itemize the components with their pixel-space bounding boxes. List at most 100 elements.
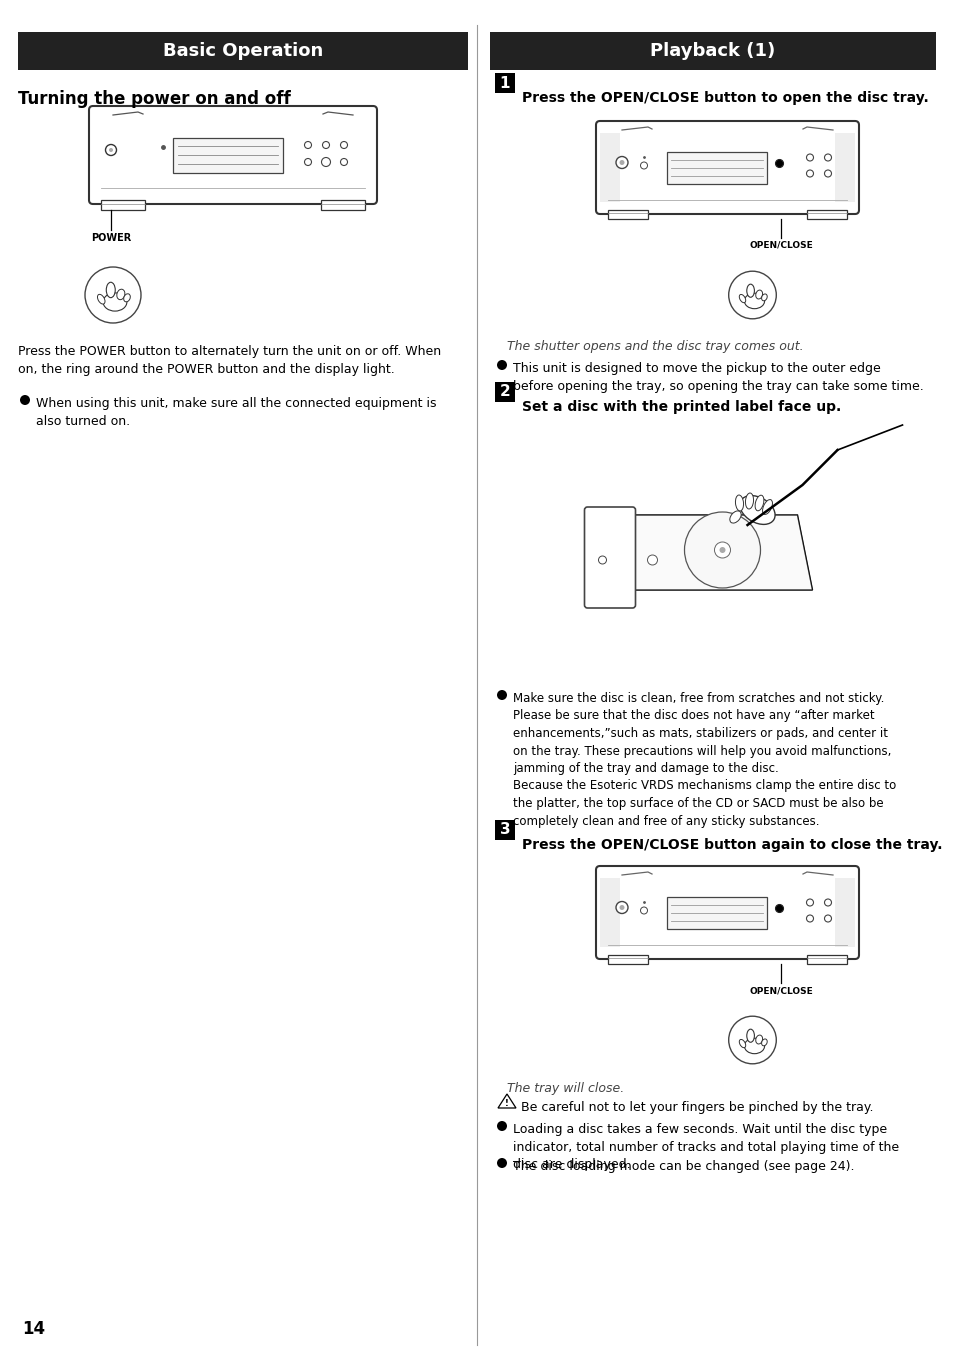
Ellipse shape xyxy=(755,290,761,298)
Text: Playback (1): Playback (1) xyxy=(650,42,775,59)
Ellipse shape xyxy=(743,1038,763,1054)
Circle shape xyxy=(719,547,724,553)
Polygon shape xyxy=(617,514,812,590)
Bar xyxy=(495,382,515,402)
Text: Basic Operation: Basic Operation xyxy=(163,42,323,59)
Ellipse shape xyxy=(729,510,740,522)
Circle shape xyxy=(179,148,187,157)
Circle shape xyxy=(823,899,831,906)
Circle shape xyxy=(616,157,627,169)
Circle shape xyxy=(106,144,116,155)
Bar xyxy=(834,134,854,202)
Text: Press the OPEN/CLOSE button to open the disc tray.: Press the OPEN/CLOSE button to open the … xyxy=(521,90,928,105)
Circle shape xyxy=(20,396,30,405)
Text: 2: 2 xyxy=(499,385,510,400)
Text: Loading a disc takes a few seconds. Wait until the disc type
indicator, total nu: Loading a disc takes a few seconds. Wait… xyxy=(513,1123,898,1170)
Circle shape xyxy=(823,154,831,161)
Circle shape xyxy=(340,142,347,148)
Polygon shape xyxy=(617,514,812,590)
Bar xyxy=(599,134,619,202)
Circle shape xyxy=(647,555,657,566)
Text: Turning the power on and off: Turning the power on and off xyxy=(18,90,291,108)
Ellipse shape xyxy=(740,495,774,524)
Circle shape xyxy=(598,556,606,564)
Bar xyxy=(101,200,145,211)
Circle shape xyxy=(639,162,647,169)
Text: POWER: POWER xyxy=(91,234,131,243)
Bar xyxy=(667,896,767,929)
Bar xyxy=(495,73,515,93)
Ellipse shape xyxy=(743,293,763,309)
Circle shape xyxy=(497,690,506,701)
Circle shape xyxy=(618,904,624,910)
Text: 14: 14 xyxy=(22,1320,45,1338)
Ellipse shape xyxy=(761,500,772,514)
Circle shape xyxy=(85,267,141,323)
Circle shape xyxy=(639,907,647,914)
Bar xyxy=(834,878,854,946)
Bar xyxy=(607,954,647,964)
Circle shape xyxy=(823,915,831,922)
Circle shape xyxy=(497,360,506,370)
Circle shape xyxy=(618,161,624,165)
Text: The shutter opens and the disc tray comes out.: The shutter opens and the disc tray come… xyxy=(506,340,802,352)
Bar xyxy=(607,211,647,219)
Circle shape xyxy=(109,148,112,153)
FancyBboxPatch shape xyxy=(596,865,858,958)
Circle shape xyxy=(805,899,813,906)
Bar xyxy=(806,954,846,964)
Text: Set a disc with the printed label face up.: Set a disc with the printed label face u… xyxy=(521,400,841,414)
Text: The disc loading mode can be changed (see page 24).: The disc loading mode can be changed (se… xyxy=(513,1160,854,1173)
Circle shape xyxy=(497,1158,506,1168)
FancyBboxPatch shape xyxy=(89,107,376,204)
FancyBboxPatch shape xyxy=(596,122,858,215)
Ellipse shape xyxy=(755,1035,761,1044)
Circle shape xyxy=(684,512,760,589)
Bar xyxy=(599,878,619,946)
Text: The tray will close.: The tray will close. xyxy=(506,1081,623,1095)
Ellipse shape xyxy=(735,495,742,512)
Circle shape xyxy=(823,170,831,177)
Ellipse shape xyxy=(116,289,125,300)
Bar xyxy=(172,138,283,173)
Ellipse shape xyxy=(124,294,131,302)
Ellipse shape xyxy=(744,493,753,509)
Ellipse shape xyxy=(746,284,754,297)
Circle shape xyxy=(321,158,330,166)
Text: Be careful not to let your fingers be pinched by the tray.: Be careful not to let your fingers be pi… xyxy=(520,1102,873,1114)
Text: 1: 1 xyxy=(499,76,510,90)
Text: 3: 3 xyxy=(499,822,510,837)
Circle shape xyxy=(497,1120,506,1131)
Text: Press the OPEN/CLOSE button again to close the tray.: Press the OPEN/CLOSE button again to clo… xyxy=(521,838,942,852)
Ellipse shape xyxy=(760,1040,766,1046)
Bar xyxy=(806,211,846,219)
Ellipse shape xyxy=(755,495,763,510)
Bar xyxy=(320,200,365,211)
Ellipse shape xyxy=(97,294,105,304)
Circle shape xyxy=(805,154,813,161)
Bar xyxy=(667,151,767,184)
Circle shape xyxy=(304,158,312,166)
Text: OPEN/CLOSE: OPEN/CLOSE xyxy=(749,986,813,995)
Text: Make sure the disc is clean, free from scratches and not sticky.
Please be sure : Make sure the disc is clean, free from s… xyxy=(513,693,895,828)
Circle shape xyxy=(775,904,782,913)
Ellipse shape xyxy=(106,282,115,297)
FancyBboxPatch shape xyxy=(584,508,635,608)
Text: This unit is designed to move the pickup to the outer edge
before opening the tr: This unit is designed to move the pickup… xyxy=(513,362,923,393)
Circle shape xyxy=(322,142,329,148)
Circle shape xyxy=(728,1017,776,1064)
Circle shape xyxy=(304,142,312,148)
Bar xyxy=(18,32,468,70)
Text: When using this unit, make sure all the connected equipment is
also turned on.: When using this unit, make sure all the … xyxy=(36,397,436,428)
Bar xyxy=(495,819,515,840)
Circle shape xyxy=(714,541,730,558)
Circle shape xyxy=(616,902,627,914)
Polygon shape xyxy=(497,1094,516,1108)
Ellipse shape xyxy=(739,1040,745,1048)
Ellipse shape xyxy=(746,1029,754,1042)
Text: !: ! xyxy=(504,1099,508,1107)
Ellipse shape xyxy=(739,294,745,302)
Circle shape xyxy=(805,915,813,922)
Text: Press the POWER button to alternately turn the unit on or off. When
on, the ring: Press the POWER button to alternately tu… xyxy=(18,346,440,377)
Ellipse shape xyxy=(760,294,766,301)
